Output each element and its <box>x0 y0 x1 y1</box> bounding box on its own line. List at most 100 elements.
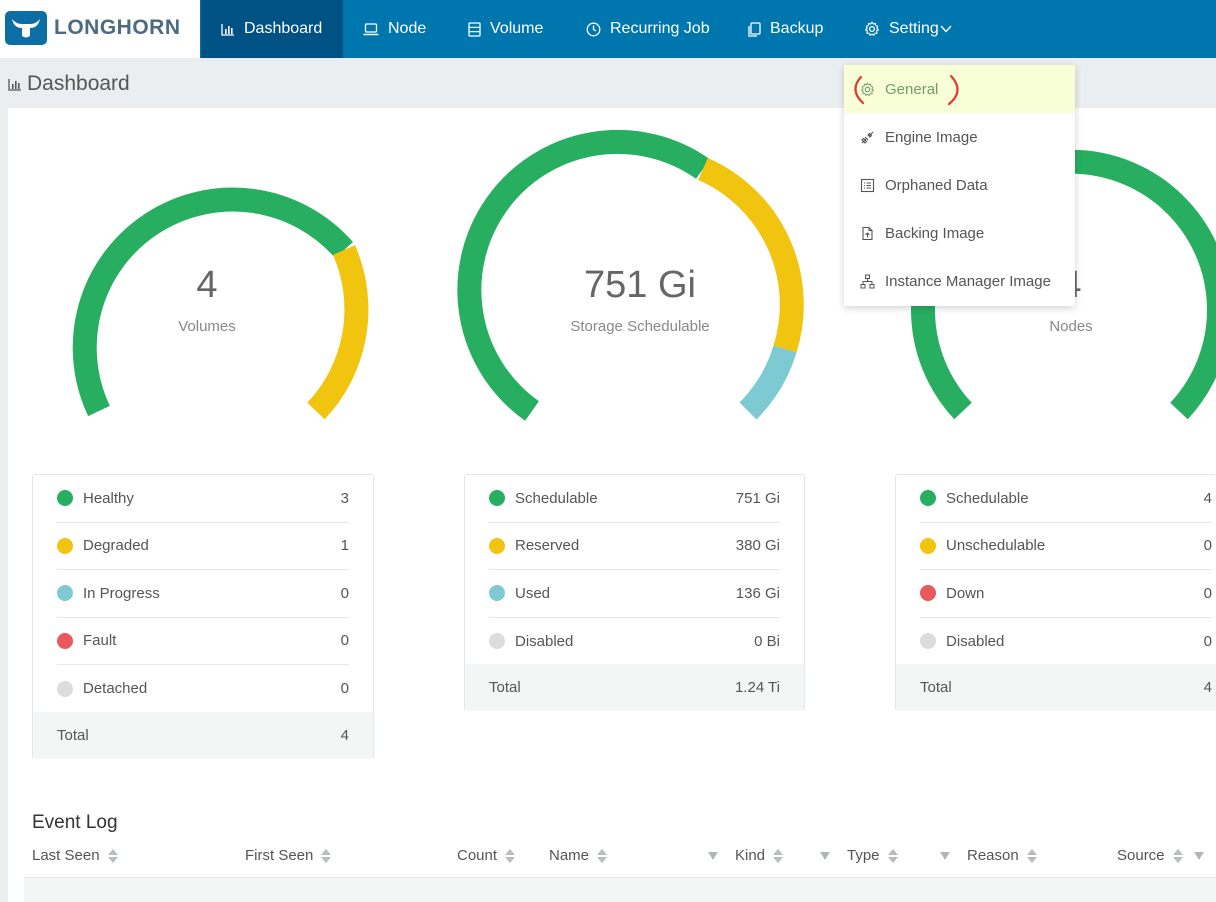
laptop-icon <box>363 22 379 35</box>
stat-value: 0 <box>340 632 349 650</box>
clock-icon <box>586 22 601 36</box>
node-stats: Schedulable 4 Unschedulable 0 Down 0 Disabl… <box>895 474 1216 711</box>
sort-icon[interactable] <box>773 848 784 863</box>
gear-icon <box>864 21 880 37</box>
col-label: Name <box>549 847 590 864</box>
nav-backup-label: Backup <box>770 20 824 37</box>
sort-icon[interactable] <box>887 848 898 863</box>
menu-item-general[interactable]: General <box>844 65 1075 113</box>
col-label: First Seen <box>245 847 314 864</box>
used-dot <box>489 585 505 602</box>
menu-item-backing-image[interactable]: Backing Image <box>844 209 1075 257</box>
stat-label: Reserved <box>515 537 580 555</box>
stat-value: 4 <box>1203 489 1212 507</box>
menu-label: Instance Manager Image <box>885 272 1051 290</box>
database-icon <box>468 21 481 37</box>
nav-setting-label: Setting <box>889 20 939 37</box>
stat-label: Healthy <box>83 489 134 507</box>
gear-icon <box>860 81 875 96</box>
storage-label: Storage Schedulable <box>570 318 710 335</box>
page-title-text: Dashboard <box>27 72 130 95</box>
sort-icon[interactable] <box>107 848 118 863</box>
nav-setting[interactable]: Setting <box>844 0 972 58</box>
col-first-seen[interactable]: First Seen <box>245 847 332 864</box>
nav-dashboard-label: Dashboard <box>244 20 323 37</box>
menu-item-orphaned-data[interactable]: Orphaned Data <box>844 161 1075 209</box>
storage-value: 751 Gi <box>584 264 696 306</box>
sort-icon[interactable] <box>1026 848 1037 863</box>
stat-row-schedulable[interactable]: Schedulable 751 Gi <box>489 475 780 523</box>
volumes-count: 4 <box>196 264 218 306</box>
nav-volume[interactable]: Volume <box>448 0 563 58</box>
menu-label: General <box>885 80 939 98</box>
stat-row-healthy[interactable]: Healthy 3 <box>57 475 349 523</box>
nav-dashboard[interactable]: Dashboard <box>201 0 343 58</box>
nav-node[interactable]: Node <box>343 0 446 58</box>
volumes-gauge <box>72 187 369 420</box>
filter-icon[interactable] <box>708 852 718 860</box>
table-row[interactable] <box>24 877 1216 902</box>
stat-row-in-progress[interactable]: In Progress 0 <box>57 570 349 618</box>
stat-label: Fault <box>83 632 117 650</box>
healthy-dot <box>57 490 73 507</box>
col-count[interactable]: Count <box>457 847 516 864</box>
detached-dot <box>57 680 73 697</box>
stat-row-node-schedulable[interactable]: Schedulable 4 <box>920 475 1212 523</box>
stat-row-node-disabled[interactable]: Disabled 0 <box>920 618 1212 666</box>
volume-stats: Healthy 3 Degraded 1 In Progress 0 Fault 0 D… <box>32 474 374 759</box>
stat-row-degraded[interactable]: Degraded 1 <box>57 523 349 570</box>
col-last-seen[interactable]: Last Seen <box>32 847 118 864</box>
col-source[interactable]: Source <box>1117 847 1183 864</box>
disabled-dot <box>920 633 936 650</box>
total-label: Total <box>489 679 521 696</box>
nav-recurring-job[interactable]: Recurring Job <box>566 0 730 58</box>
col-name[interactable]: Name <box>549 847 608 864</box>
total-value: 4 <box>1203 679 1212 696</box>
col-kind[interactable]: Kind <box>735 847 784 864</box>
filter-icon[interactable] <box>820 852 830 860</box>
brand-name: LONGHORN <box>54 16 181 39</box>
page-title: Dashboard <box>8 72 130 96</box>
stat-row-disabled[interactable]: Disabled 0 Bi <box>489 618 780 666</box>
schedulable-dot <box>920 490 936 507</box>
menu-item-instance-manager-image[interactable]: Instance Manager Image <box>844 257 1075 305</box>
stat-label: Schedulable <box>946 489 1029 507</box>
volumes-label: Volumes <box>178 318 236 335</box>
sort-icon[interactable] <box>321 848 332 863</box>
event-log-title: Event Log <box>32 812 118 833</box>
menu-item-engine-image[interactable]: Engine Image <box>844 113 1075 161</box>
stat-row-used[interactable]: Used 136 Gi <box>489 570 780 618</box>
stat-row-unschedulable[interactable]: Unschedulable 0 <box>920 523 1212 570</box>
filter-icon[interactable] <box>940 852 950 860</box>
gauge-reserved-arc <box>698 158 804 353</box>
file-icon <box>862 226 873 240</box>
sort-icon[interactable] <box>597 848 608 863</box>
top-nav: LONGHORN Dashboard Node Volume Recurring… <box>0 0 1216 58</box>
unschedulable-dot <box>920 537 936 554</box>
nav-volume-label: Volume <box>490 20 544 37</box>
stat-row-reserved[interactable]: Reserved 380 Gi <box>489 523 780 570</box>
stat-row-fault[interactable]: Fault 0 <box>57 618 349 665</box>
reserved-dot <box>489 537 505 554</box>
stat-label: Detached <box>83 680 148 698</box>
down-dot <box>920 585 936 602</box>
storage-gauge <box>457 129 804 421</box>
setting-dropdown: General Engine Image Orphaned Data Backi… <box>844 65 1075 306</box>
col-type[interactable]: Type <box>847 847 898 864</box>
stat-value: 1 <box>340 537 349 555</box>
menu-label: Backing Image <box>885 224 985 242</box>
nodes-label: Nodes <box>1049 318 1093 335</box>
longhorn-logo-icon <box>5 11 47 45</box>
col-reason[interactable]: Reason <box>967 847 1037 864</box>
sort-icon[interactable] <box>1172 848 1183 863</box>
filter-icon[interactable] <box>1194 852 1204 860</box>
stat-row-down[interactable]: Down 0 <box>920 570 1212 618</box>
nav-node-label: Node <box>388 20 427 37</box>
total-label: Total <box>57 727 89 744</box>
nav-backup[interactable]: Backup <box>728 0 843 58</box>
sort-icon[interactable] <box>505 848 516 863</box>
stat-row-detached[interactable]: Detached 0 <box>57 665 349 713</box>
app-logo[interactable]: LONGHORN <box>0 0 200 58</box>
total-label: Total <box>920 679 952 696</box>
stat-value: 0 <box>340 584 349 602</box>
